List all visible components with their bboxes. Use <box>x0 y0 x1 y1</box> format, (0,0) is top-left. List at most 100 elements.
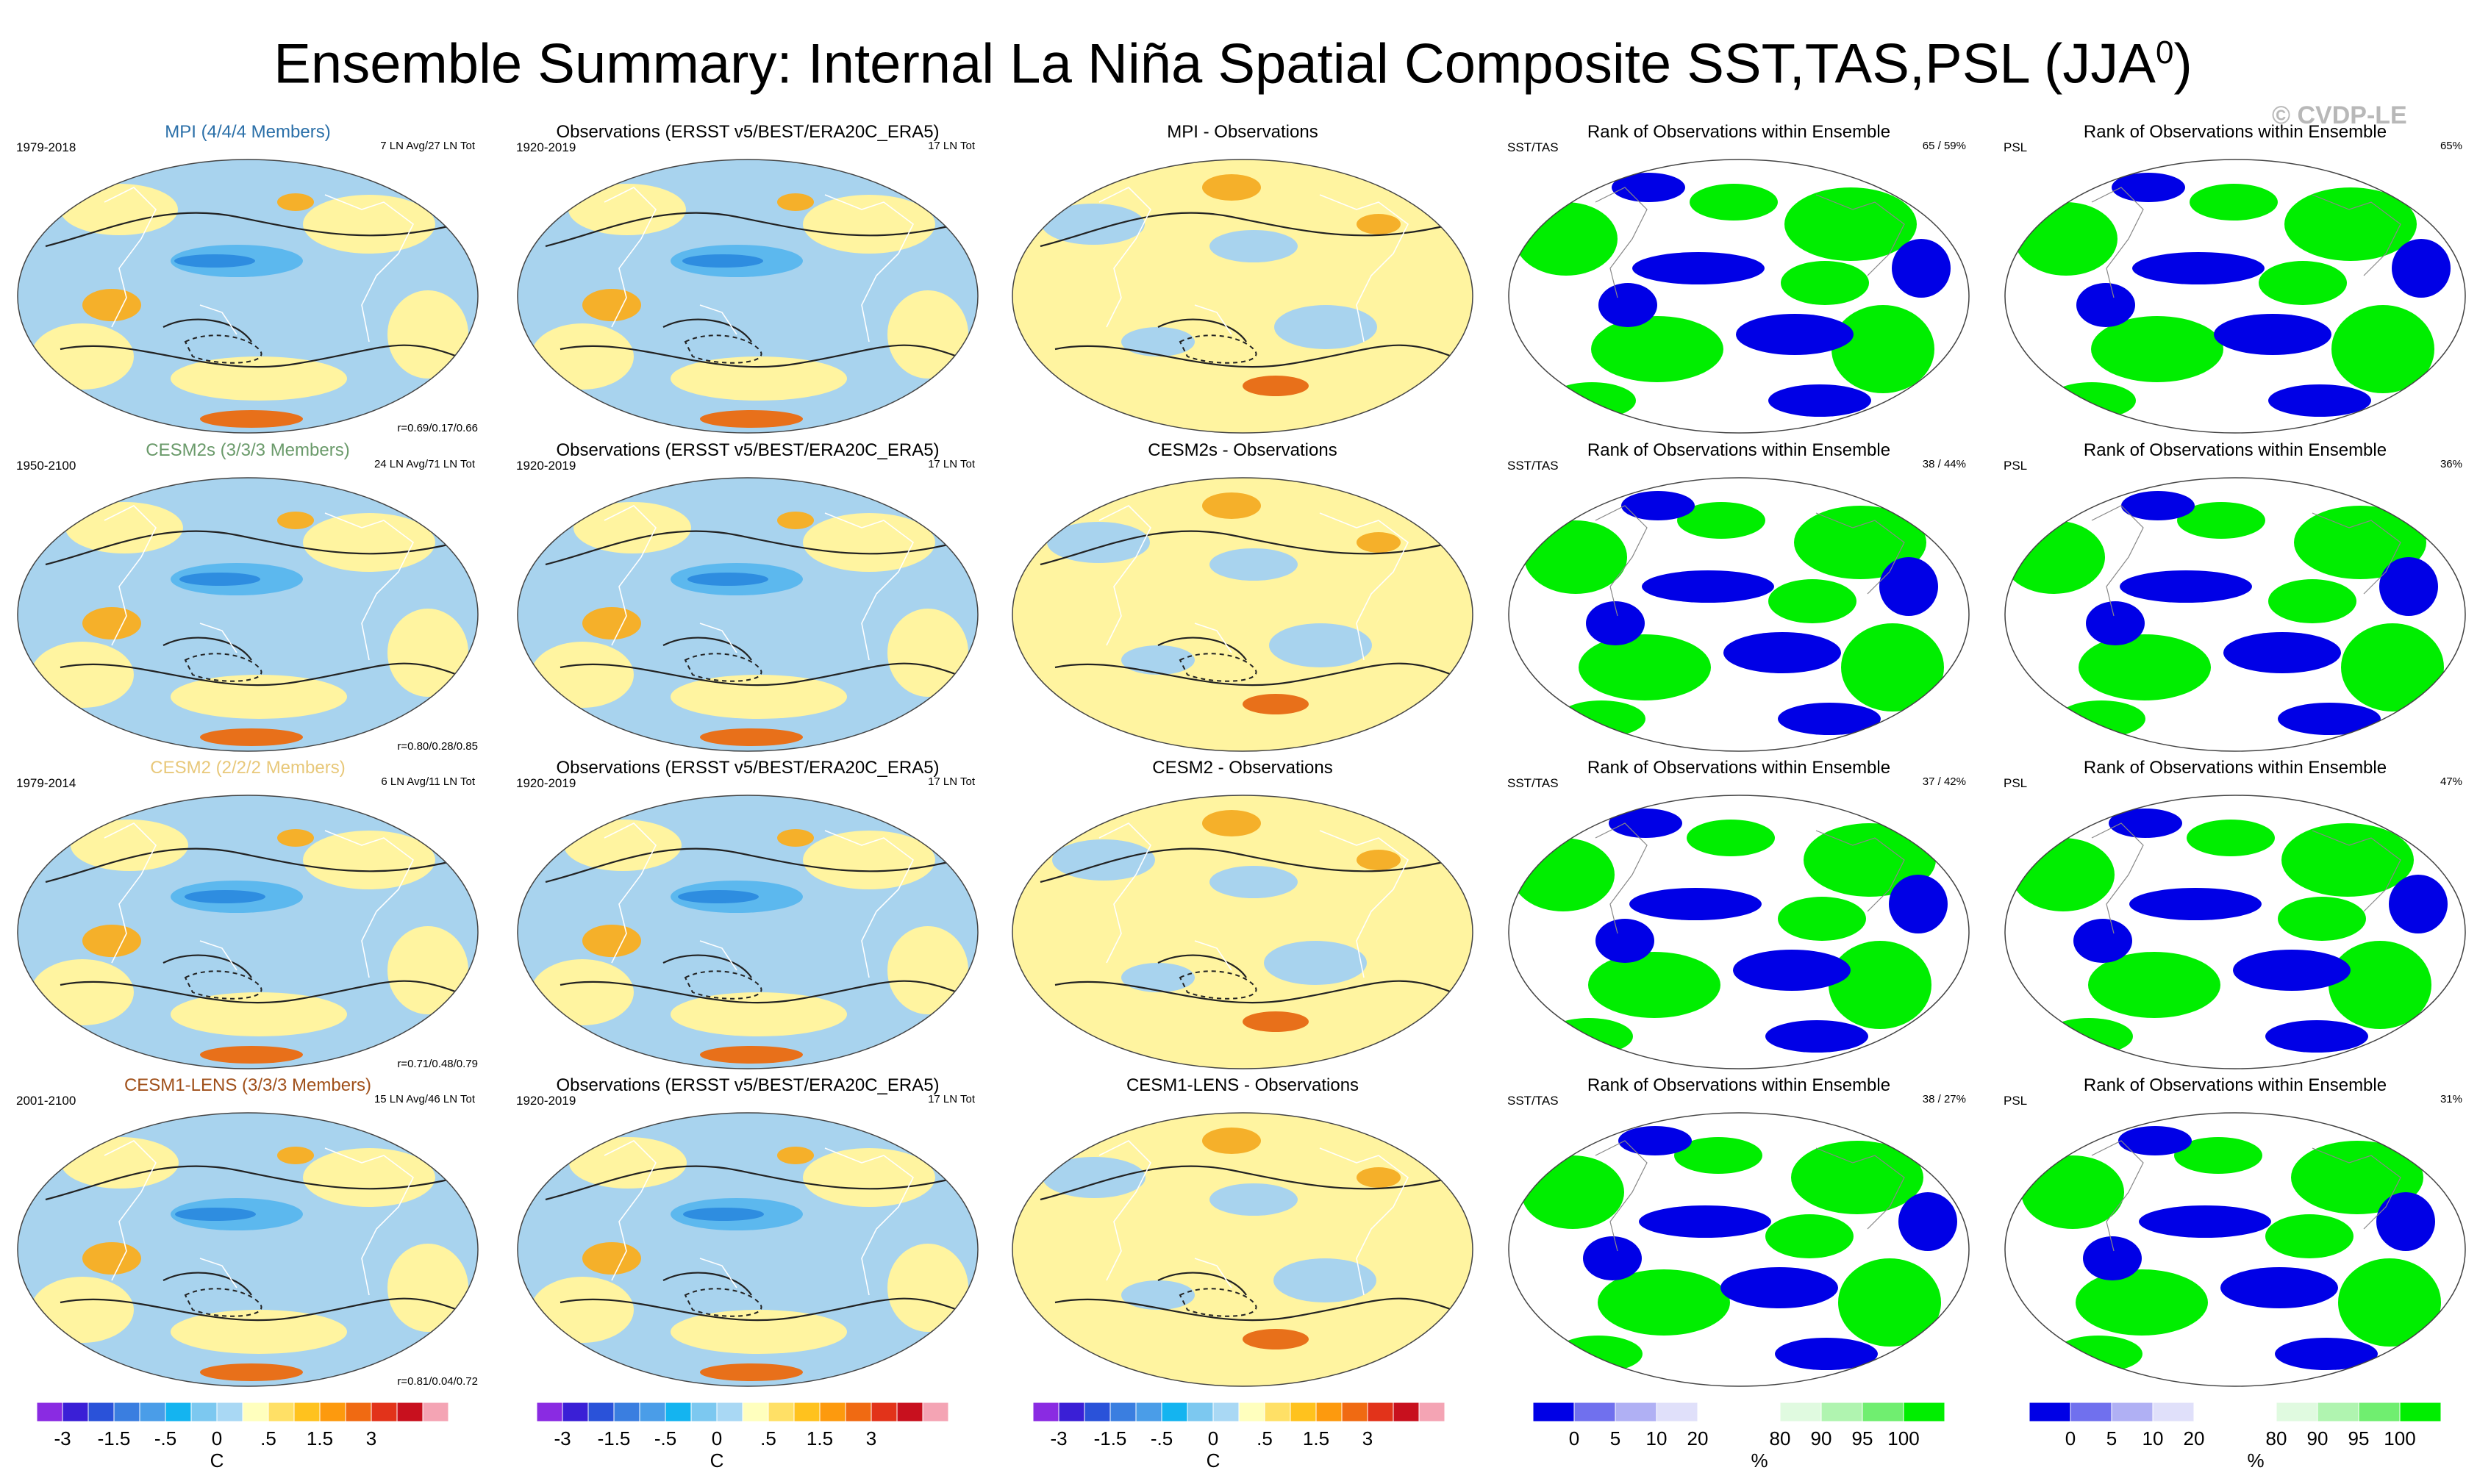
panel-label-left: 1920-2019 <box>516 1094 576 1108</box>
psl-contour-negative <box>684 653 762 682</box>
anomaly-region <box>887 609 968 697</box>
anomaly-region <box>687 573 768 586</box>
map-panel-r3-c3: CESM2 - Observations <box>1004 757 1482 1075</box>
rank-region-high <box>2341 623 2444 711</box>
anomaly-region <box>1121 963 1195 992</box>
rank-map <box>1508 795 1970 1069</box>
rank-region-low <box>1733 950 1851 991</box>
colorbar-swatch <box>1341 1402 1368 1422</box>
colorbar-swatch <box>1315 1402 1343 1422</box>
rank-region-high <box>1557 700 1645 737</box>
colorbar-swatch <box>716 1402 743 1422</box>
colorbar-tick-label: 10 <box>2142 1427 2164 1449</box>
anomaly-region <box>1243 1329 1309 1349</box>
rank-region-low <box>2132 252 2265 284</box>
panel-title: CESM2 - Observations <box>1152 758 1333 778</box>
anomaly-region <box>777 512 814 529</box>
colorbar-tick-label: 3 <box>366 1427 376 1449</box>
colorbar-tick-label: 1.5 <box>1303 1427 1329 1449</box>
rank-region-high <box>1765 1214 1854 1258</box>
rank-region-low <box>1609 809 1682 838</box>
watermark: © CVDP-LE <box>2272 101 2407 129</box>
rank-region-low <box>2112 173 2185 202</box>
panel-title: CESM2 (2/2/2 Members) <box>150 758 346 778</box>
psl-contour-negative <box>1179 334 1257 364</box>
colorbar-swatch <box>371 1402 398 1422</box>
anomaly-region <box>777 829 814 847</box>
panel-title: CESM2s (3/3/3 Members) <box>146 440 350 460</box>
colorbar-swatch <box>2111 1402 2154 1422</box>
colorbar-swatch <box>1615 1402 1657 1422</box>
panel-title: MPI - Observations <box>1167 122 1318 142</box>
panel-label-right: 38 / 27% <box>1922 1093 1966 1105</box>
rank-region-high <box>2015 202 2117 276</box>
rank-region-low <box>1632 252 1765 284</box>
panel-label-right: 17 LN Tot <box>928 458 975 470</box>
composite-map <box>17 477 479 752</box>
coastlines <box>104 505 415 661</box>
coastlines <box>1595 187 1905 298</box>
colorbar-swatch <box>396 1402 423 1422</box>
psl-contour <box>45 847 458 1004</box>
coastlines <box>104 1140 415 1296</box>
psl-contour-negative <box>1179 653 1257 682</box>
anomaly-region <box>700 1363 803 1381</box>
rank-region-low <box>1595 919 1654 963</box>
psl-contour-negative <box>1179 1288 1257 1317</box>
coastlines <box>1098 822 1409 978</box>
colorbar-tick-label: -1.5 <box>598 1427 631 1449</box>
psl-contour-negative <box>684 334 762 364</box>
anomaly-region <box>31 642 134 708</box>
psl-contour <box>1040 530 1453 687</box>
psl-contour <box>545 530 958 687</box>
colorbar-swatch <box>216 1402 243 1422</box>
composite-map <box>517 1112 979 1387</box>
map-panel-r4-c1: CESM1-LENS (3/3/3 Members) 2001-2100 15 LN… <box>9 1075 487 1392</box>
map-border <box>517 1112 979 1387</box>
colorbar-swatch <box>2070 1402 2112 1422</box>
colorbar-tick-label: 0 <box>1569 1427 1579 1449</box>
colorbar-swatch <box>345 1402 372 1422</box>
anomaly-region <box>303 1148 435 1207</box>
panel-label-left: 1920-2019 <box>516 140 576 154</box>
anomaly-region <box>671 992 847 1036</box>
colorbar-tick-label: 80 <box>2266 1427 2287 1449</box>
rank-map <box>2004 159 2466 434</box>
colorbar-4: 0 5 10 20 80 90 95 100% <box>1532 1402 1945 1472</box>
colorbar-tick-label: 0 <box>1208 1427 1218 1449</box>
colorbar-swatch <box>613 1402 640 1422</box>
rank-region-low <box>2139 1205 2271 1238</box>
rank-region-high <box>2284 187 2417 261</box>
colorbar-swatch <box>871 1402 898 1422</box>
panel-label-left: PSL <box>2004 776 2028 790</box>
colorbar-unit: % <box>1751 1449 1768 1472</box>
map-border <box>1012 795 1473 1069</box>
rank-map <box>2004 795 2466 1069</box>
map-panel-r4-c4: Rank of Observations within Ensemble SST/… <box>1500 1075 1978 1392</box>
psl-contour <box>545 1165 958 1322</box>
colorbar-swatch <box>422 1402 449 1422</box>
rank-region-high <box>2174 1137 2262 1174</box>
composite-map <box>17 159 479 434</box>
anomaly-region <box>700 1046 803 1064</box>
anomaly-region <box>185 890 265 903</box>
coastlines <box>1595 822 1905 934</box>
colorbar-swatch <box>1109 1402 1137 1422</box>
colorbar-1: -3 -1.5 -.5 0 .5 1.5 3 C <box>36 1402 449 1472</box>
anomaly-region <box>1209 230 1298 262</box>
rank-region-high <box>1778 897 1866 941</box>
colorbar-tick-label: -.5 <box>654 1427 676 1449</box>
rank-region-high <box>2190 184 2278 221</box>
colorbar-swatch <box>1084 1402 1111 1422</box>
anomaly-region <box>82 607 141 639</box>
colorbar-tick-label: 0 <box>212 1427 222 1449</box>
colorbar-tick-label: 10 <box>1646 1427 1668 1449</box>
anomaly-region <box>1047 522 1150 563</box>
colorbar-tick-label: .5 <box>760 1427 776 1449</box>
colorbar-tick-label: 1.5 <box>307 1427 333 1449</box>
colorbar-swatch <box>2152 1402 2195 1422</box>
map-border <box>1012 477 1473 752</box>
anomaly-region <box>65 502 183 553</box>
anomaly-region <box>568 184 686 235</box>
colorbar-swatch <box>1393 1402 1420 1422</box>
